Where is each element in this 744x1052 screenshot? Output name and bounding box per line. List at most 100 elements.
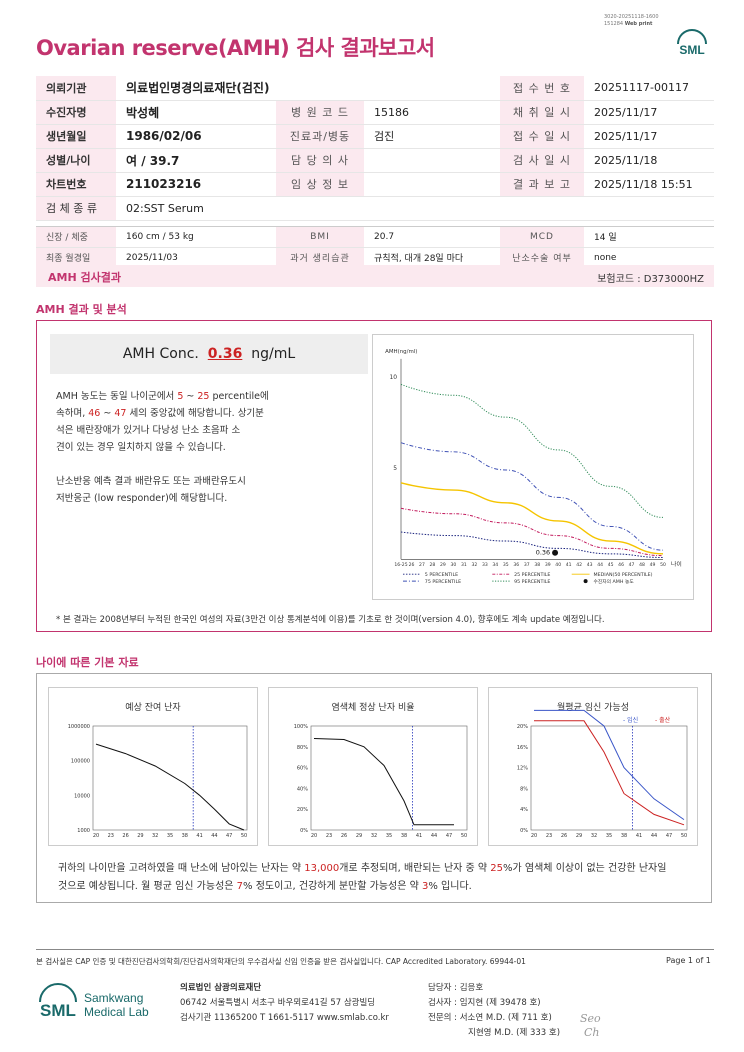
signature-image: Ch (584, 1026, 600, 1039)
x-tick-label: 34 (492, 562, 498, 568)
x-tick-label: 49 (650, 562, 656, 568)
x-tick-label: 16-25 (394, 562, 407, 568)
insurance-code: 보험코드 : D373000HZ (597, 274, 704, 285)
document-id: 3020-20251118-1600 151284 Web print (604, 14, 659, 27)
x-tick-label: 29 (356, 833, 362, 839)
y-tick-label: 40% (297, 786, 308, 792)
analysis-box (36, 320, 712, 632)
svg-text:Samkwang: Samkwang (84, 991, 143, 1005)
x-tick-label: 50 (660, 562, 666, 568)
legend-label: - 임신 (623, 716, 638, 724)
y-tick-label: 20% (517, 724, 528, 730)
x-tick-label: 41 (416, 833, 422, 839)
pregnancy-chance-chart: 월평균 임신 가능성 0% 4% 8% 12% 16% 20% 20 23 26 29 32 35 38 4… (488, 687, 698, 846)
x-tick-label: 35 (386, 833, 392, 839)
x-tick-label: 28 (430, 562, 436, 568)
x-tick-label: 23 (326, 833, 332, 839)
x-tick-label: 45 (608, 562, 614, 568)
x-tick-label: 50 (681, 833, 687, 839)
sml-logo-icon: SML (677, 29, 707, 57)
x-tick-label: 35 (167, 833, 173, 839)
x-tick-label: 41 (636, 833, 642, 839)
x-tick-label: 40 (555, 562, 561, 568)
y-tick-label: 10000 (74, 793, 90, 799)
data-point (552, 549, 559, 556)
info-row: 수진자명 박성혜 병 원 코 드 15186 채 취 일 시 2025/11/17 (36, 100, 714, 125)
remaining-eggs-chart: 예상 잔여 난자 1000 10000 100000 1000000 20 23 26 29 32… (48, 687, 258, 846)
analysis-title: AMH 결과 및 분석 (36, 303, 127, 316)
company-info: 의료법인 삼광의료재단 06742 서울특별시 서초구 바우뫼로41길 57 삼… (180, 983, 389, 1023)
x-tick-label: 47 (666, 833, 672, 839)
y-tick-label: 8% (520, 786, 528, 792)
y-tick-label: 1000000 (68, 724, 90, 730)
x-tick-label: 46 (618, 562, 624, 568)
series-line (313, 738, 454, 826)
patient-info-table: 의뢰기관 의료법인명경의료재단(검진) 접 수 번 호 20251117-00117… (36, 76, 714, 269)
series-line (400, 442, 664, 551)
plot-frame (310, 725, 468, 831)
legend-label: 95 PERCENTILE (514, 579, 550, 585)
x-tick-label: 38 (534, 562, 540, 568)
x-tick-label: 26 (341, 833, 347, 839)
y-tick-label: 16% (517, 745, 528, 751)
x-tick-label: 26 (122, 833, 128, 839)
samkwang-logo-icon: SML Samkwang Medical Lab (39, 983, 149, 1020)
x-tick-label: 32 (152, 833, 158, 839)
y-tick-label: 100000 (71, 759, 90, 765)
y-tick-label: 10 (389, 374, 397, 381)
x-tick-label: 23 (546, 833, 552, 839)
x-tick-label: 20 (93, 833, 99, 839)
x-tick-label: 20 (531, 833, 537, 839)
x-tick-label: 44 (597, 562, 603, 568)
basic-data-box (36, 673, 712, 903)
legend-label: MEDIAN(50 PERCENTILE) (594, 572, 653, 578)
x-axis-label: 나이 (671, 560, 682, 568)
x-tick-label: 33 (482, 562, 488, 568)
y-tick-label: 0% (520, 828, 528, 834)
y-tick-label: 20% (297, 807, 308, 813)
info-row: 최종 월경일 2025/11/03 과거 생리습관 규칙적, 대개 28일 마다 난소수… (36, 247, 714, 269)
svg-text:Medical Lab: Medical Lab (84, 1005, 149, 1019)
certification-text: 본 검사실은 CAP 인증 및 대한진단검사의학회/진단검사의학재단의 우수검사… (36, 957, 526, 966)
x-tick-label: 30 (451, 562, 457, 568)
series-line (400, 482, 664, 555)
amh-interpretation: AMH 농도는 동일 나이군에서 5 ~ 25 percentile에 속하며,… (56, 391, 269, 504)
x-tick-label: 31 (461, 562, 467, 568)
x-tick-label: 50 (241, 833, 247, 839)
y-tick-label: 5 (393, 465, 397, 472)
legend-label: 25 PERCENTILE (514, 572, 550, 578)
x-tick-label: 43 (587, 562, 593, 568)
amh-value: 0.36 (207, 346, 243, 362)
x-tick-label: 32 (471, 562, 477, 568)
info-row: 신장 / 체중 160 cm / 53 kg BMI 20.7 MCD 14 일 (36, 226, 714, 248)
info-row: 검 체 종 류 02:SST Serum (36, 196, 714, 221)
x-tick-label: 29 (576, 833, 582, 839)
x-tick-label: 38 (621, 833, 627, 839)
plot-frame (92, 725, 248, 831)
y-tick-label: 100% (294, 724, 309, 730)
footnote: * 본 결과는 2008년부터 누적된 한국인 여성의 자료(3만건 이상 통계… (56, 615, 605, 625)
y-tick-label: 4% (520, 807, 528, 813)
footer-divider (36, 949, 714, 950)
page-number: Page 1 of 1 (666, 956, 711, 965)
y-tick-label: 0% (300, 828, 308, 834)
series-line (534, 709, 685, 821)
x-tick-label: 47 (629, 562, 635, 568)
series-line (95, 743, 245, 831)
amh-result-header: AMH 검사결과 보험코드 : D373000HZ (36, 265, 714, 287)
signature-image: Seo (580, 1012, 601, 1025)
series-line (534, 720, 685, 826)
y-tick-label: 12% (517, 766, 528, 772)
x-tick-label: 26 (409, 562, 415, 568)
y-tick-label: 60% (297, 766, 308, 772)
x-tick-label: 32 (591, 833, 597, 839)
x-tick-label: 50 (461, 833, 467, 839)
legend-label: - 출산 (655, 716, 671, 724)
data-label: 0.36 (536, 549, 550, 557)
basic-data-title: 나이에 따른 기본 자료 (36, 656, 139, 669)
x-tick-label: 44 (211, 833, 217, 839)
x-tick-label: 23 (108, 833, 114, 839)
amh-concentration: AMH Conc. 0.36 ng/mL (50, 334, 368, 374)
x-tick-label: 44 (651, 833, 657, 839)
